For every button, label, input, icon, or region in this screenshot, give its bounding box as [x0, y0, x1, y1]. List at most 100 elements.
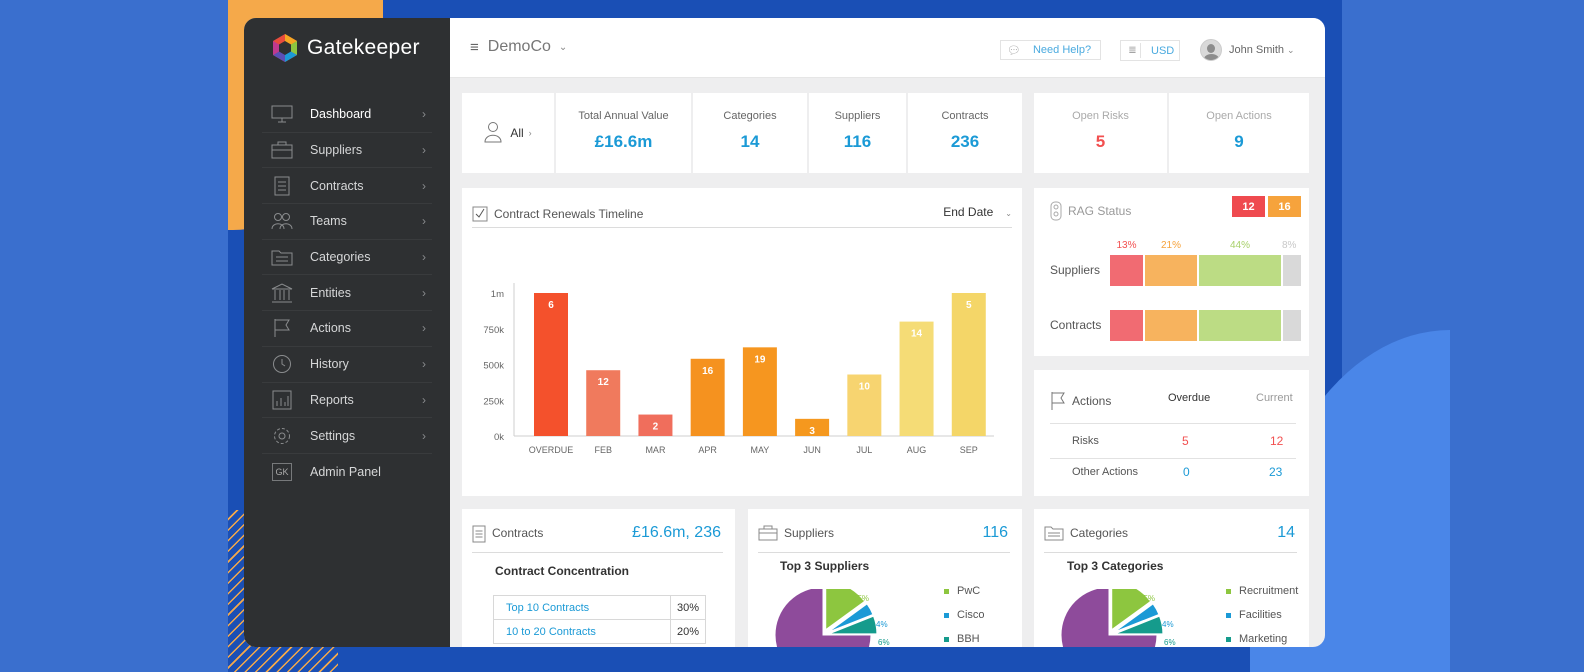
x-tick-label: MAR [645, 445, 666, 455]
table-row[interactable]: Top 10 Contracts 30% [493, 595, 706, 620]
sidebar-item-dashboard[interactable]: Dashboard › [262, 97, 432, 133]
rag-badge[interactable]: 12 [1232, 196, 1265, 217]
sidebar-item-settings[interactable]: Settings › [262, 418, 432, 454]
categories-pie-chart: 15% 4% 6% [1060, 589, 1176, 647]
pie-slice-label: 15% [853, 594, 869, 603]
rag-segment[interactable] [1283, 255, 1301, 286]
legend-item[interactable]: Facilities [1226, 603, 1298, 627]
other-actions-current[interactable]: 23 [1269, 465, 1283, 479]
menu-icon[interactable]: ≡ [470, 38, 479, 56]
concentration-pct: 30% [670, 595, 706, 620]
sidebar-item-admin-panel[interactable]: GK Admin Panel [262, 454, 432, 490]
filter-all[interactable]: All › [462, 93, 554, 173]
chevron-down-icon: ⌄ [558, 41, 568, 53]
user-menu[interactable]: John Smith ⌄ [1200, 39, 1295, 61]
pie-slice[interactable] [828, 615, 878, 635]
flag-icon [1050, 391, 1066, 411]
pie-slice[interactable] [774, 589, 872, 647]
pie-slice[interactable] [1111, 589, 1152, 631]
bar[interactable] [951, 293, 986, 436]
stat-suppliers[interactable]: Suppliers 116 [809, 93, 906, 173]
rag-segment[interactable] [1145, 310, 1197, 341]
other-actions-overdue[interactable]: 0 [1183, 465, 1190, 479]
concentration-table: Top 10 Contracts 30% 10 to 20 Contracts … [493, 595, 706, 644]
legend-swatch [1226, 588, 1231, 594]
x-tick-label: SEP [960, 445, 978, 455]
bar[interactable] [534, 293, 568, 436]
concentration-link[interactable]: 10 to 20 Contracts [493, 619, 671, 644]
legend-item[interactable]: BBH [944, 627, 985, 647]
rag-segment[interactable] [1110, 310, 1143, 341]
column-header-current: Current [1256, 392, 1293, 404]
sidebar-item-reports[interactable]: Reports › [262, 383, 432, 419]
sidebar-item-teams[interactable]: Teams › [262, 204, 432, 240]
company-selector[interactable]: ≡ DemoCo ⌄ [470, 38, 567, 56]
chevron-right-icon: › [422, 428, 426, 443]
card-subtitle: Contract Concentration [495, 564, 630, 578]
rag-badge[interactable]: 16 [1268, 196, 1301, 217]
stat-open-actions[interactable]: Open Actions 9 [1169, 93, 1309, 173]
bar[interactable] [690, 358, 725, 436]
risks-overdue[interactable]: 5 [1182, 434, 1189, 448]
brand[interactable]: Gatekeeper [270, 33, 420, 63]
legend-label: BBH [957, 633, 980, 645]
stat-total-annual-value[interactable]: Total Annual Value £16.6m [556, 93, 691, 173]
chat-bubble-icon: 💬︎ [1007, 44, 1021, 57]
sidebar-item-history[interactable]: History › [262, 347, 432, 383]
rag-row-label: Contracts [1050, 318, 1102, 332]
rag-row-label: Suppliers [1050, 263, 1101, 277]
sidebar-item-entities[interactable]: Entities › [262, 275, 432, 312]
currency-selector[interactable]: ≣ USD [1120, 40, 1180, 61]
stat-categories[interactable]: Categories 14 [693, 93, 807, 173]
chevron-right-icon: › [422, 214, 426, 229]
rag-segment[interactable] [1199, 255, 1281, 286]
folder-icon [1044, 525, 1064, 541]
pie-slice[interactable] [1114, 615, 1164, 635]
risks-current[interactable]: 12 [1270, 434, 1284, 448]
sidebar-item-label: Teams [310, 214, 347, 229]
legend-item[interactable]: Marketing [1226, 627, 1298, 647]
sidebar-item-suppliers[interactable]: Suppliers › [262, 133, 432, 169]
y-tick-label: 0k [494, 432, 504, 443]
rag-percent: 44% [1230, 240, 1251, 251]
rag-percent: 21% [1161, 240, 1182, 251]
rag-segment[interactable] [1283, 310, 1301, 341]
rag-percent: 8% [1282, 240, 1297, 251]
bar[interactable] [638, 414, 673, 436]
suppliers-count: 116 [982, 524, 1008, 541]
rag-segment[interactable] [1110, 255, 1143, 286]
card-title: Actions [1072, 394, 1112, 408]
stat-label: Suppliers [834, 110, 881, 122]
bar[interactable] [899, 321, 934, 436]
concentration-link[interactable]: Top 10 Contracts [493, 595, 671, 620]
legend-item[interactable]: Cisco [944, 603, 985, 627]
pie-slice[interactable] [827, 603, 874, 633]
card-subtitle: Top 3 Suppliers [780, 559, 870, 573]
pie-slice[interactable] [1060, 589, 1158, 647]
bar[interactable] [586, 370, 621, 436]
sort-dropdown[interactable]: End Date ⌄ [943, 205, 1012, 219]
stat-contracts[interactable]: Contracts 236 [908, 93, 1022, 173]
bar[interactable] [847, 374, 882, 436]
pie-slice[interactable] [825, 589, 866, 631]
bar[interactable] [795, 418, 830, 436]
table-row[interactable]: 10 to 20 Contracts 20% [493, 619, 706, 644]
stat-open-risks[interactable]: Open Risks 5 [1034, 93, 1167, 173]
rag-segment[interactable] [1199, 310, 1281, 341]
bar[interactable] [742, 347, 777, 436]
sidebar-item-categories[interactable]: Categories › [262, 240, 432, 276]
briefcase-icon [270, 140, 294, 160]
legend-item[interactable]: Recruitment [1226, 579, 1298, 603]
rag-segment[interactable] [1145, 255, 1197, 286]
legend-item[interactable]: PwC [944, 579, 985, 603]
sidebar-item-actions[interactable]: Actions › [262, 311, 432, 347]
rag-percent: 13% [1116, 240, 1137, 251]
help-button[interactable]: 💬︎ Need Help? [1000, 40, 1101, 60]
sidebar-item-contracts[interactable]: Contracts › [262, 168, 432, 205]
divider [1050, 458, 1296, 459]
pie-slice[interactable] [1113, 603, 1160, 633]
bar-data-label: 10 [859, 382, 871, 393]
sidebar-item-label: Actions [310, 321, 351, 336]
people-icon [270, 211, 294, 231]
sidebar-item-label: Settings [310, 428, 356, 443]
